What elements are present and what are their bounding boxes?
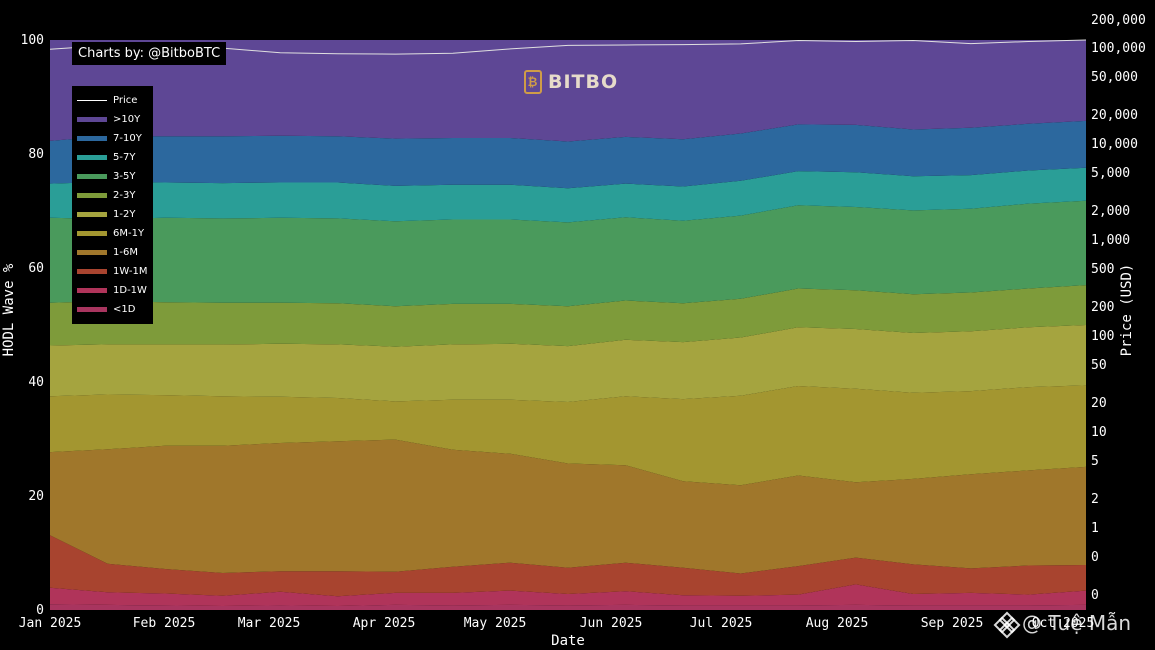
legend-item: 2-3Y	[77, 186, 135, 205]
legend-item: Price	[77, 91, 137, 110]
y2-tick-label: 1,000	[1091, 233, 1130, 248]
legend-swatch	[77, 250, 107, 255]
y2-tick-label: 500	[1091, 262, 1114, 277]
legend-item: 1W-1M	[77, 262, 147, 281]
y2-tick-label: 100	[1091, 329, 1114, 344]
y2-tick-label: 200	[1091, 300, 1114, 315]
legend-item: <1D	[77, 300, 135, 319]
y2-tick-label: 2,000	[1091, 204, 1130, 219]
y-tick-label: 0	[36, 603, 44, 618]
legend-item: 6M-1Y	[77, 224, 144, 243]
legend-swatch	[77, 155, 107, 160]
x-tick-label: Jun 2025	[580, 616, 643, 631]
bitbo-logo: ₿ BITBO	[524, 70, 618, 94]
x-tick-label: Sep 2025	[921, 616, 984, 631]
y2-tick-label: 5,000	[1091, 166, 1130, 181]
area-6M-1Y	[50, 385, 1086, 486]
legend-item: 1D-1W	[77, 281, 147, 300]
legend-swatch	[77, 307, 107, 312]
bitcoin-icon: ₿	[524, 70, 542, 94]
y2-tick-label: 50	[1091, 358, 1107, 373]
x-tick-label: Jul 2025	[690, 616, 753, 631]
legend-label: 1D-1W	[113, 285, 147, 296]
legend-swatch	[77, 136, 107, 141]
legend-swatch	[77, 269, 107, 274]
diamond-logo-icon	[993, 611, 1021, 639]
chart-credit: Charts by: @BitboBTC	[72, 42, 227, 65]
legend-label: >10Y	[113, 114, 141, 125]
x-tick-label: Feb 2025	[133, 616, 196, 631]
legend-swatch	[77, 288, 107, 293]
watermark: @ Tuệ Mẫn	[993, 611, 1132, 639]
legend-item: 5-7Y	[77, 148, 135, 167]
legend-item: 1-6M	[77, 243, 138, 262]
x-tick-label: May 2025	[464, 616, 527, 631]
y2-tick-label: 1	[1091, 521, 1099, 536]
area-7-10Y	[50, 120, 1086, 189]
area-1W-1M	[50, 535, 1086, 597]
x-axis-title: Date	[551, 633, 585, 649]
brand-name: BITBO	[548, 71, 619, 93]
y-axis-title: HODL Wave %	[1, 263, 17, 356]
chart-legend: Price >10Y 7-10Y 5-7Y 3-5Y 2-3Y 1-2Y 6M-1Y 1-6M 1…	[72, 86, 153, 324]
legend-item: >10Y	[77, 110, 140, 129]
y2-tick-label: 2	[1091, 492, 1099, 507]
y2-tick-label: 200,000	[1091, 13, 1146, 28]
area-1-6M	[50, 439, 1086, 574]
legend-item: 7-10Y	[77, 129, 142, 148]
area-3-5Y	[50, 200, 1086, 307]
y2-tick-label: 0	[1091, 550, 1099, 565]
y2-tick-label: 50,000	[1091, 70, 1138, 85]
legend-swatch	[77, 174, 107, 179]
y2-tick-label: 20	[1091, 396, 1107, 411]
x-tick-label: Mar 2025	[238, 616, 301, 631]
legend-label: 7-10Y	[113, 133, 142, 144]
legend-swatch	[77, 117, 107, 122]
x-tick-label: Oct 2025	[1032, 616, 1095, 631]
y2-tick-label: 100,000	[1091, 41, 1146, 56]
y2-tick-label: 0	[1091, 588, 1099, 603]
area-5-7Y	[50, 167, 1086, 223]
area-1-2Y	[50, 325, 1086, 402]
legend-swatch	[77, 100, 107, 101]
legend-swatch	[77, 212, 107, 217]
legend-label: 3-5Y	[113, 171, 136, 182]
x-axis-ticks: Jan 2025 Feb 2025 Mar 2025 Apr 2025 May 2025…	[19, 616, 1095, 631]
legend-item: 1-2Y	[77, 205, 135, 224]
y2-tick-label: 10	[1091, 425, 1107, 440]
legend-swatch	[77, 193, 107, 198]
y2-tick-label: 20,000	[1091, 108, 1138, 123]
area-<1D	[50, 604, 1086, 610]
legend-label: 1-6M	[113, 247, 138, 258]
legend-label: 6M-1Y	[113, 228, 145, 239]
y-tick-label: 100	[21, 33, 44, 48]
watermark-text: @ Tuệ Mẫn	[1022, 611, 1132, 635]
legend-label: 1-2Y	[113, 209, 136, 220]
y2-tick-label: 10,000	[1091, 137, 1138, 152]
x-tick-label: Jan 2025	[19, 616, 82, 631]
y-tick-label: 60	[28, 261, 44, 276]
legend-label: 1W-1M	[113, 266, 148, 277]
left-axis-ticks: 0 20 40 60 80 100	[21, 33, 44, 618]
area-1D-1W	[50, 584, 1086, 606]
x-tick-label: Aug 2025	[806, 616, 869, 631]
area->10Y	[50, 40, 1086, 142]
x-tick-label: Apr 2025	[353, 616, 416, 631]
y-tick-label: 80	[28, 147, 44, 162]
legend-label: 5-7Y	[113, 152, 136, 163]
y-tick-label: 20	[28, 489, 44, 504]
y2-tick-label: 5	[1091, 454, 1099, 469]
legend-item: 3-5Y	[77, 167, 135, 186]
legend-label: 2-3Y	[113, 190, 136, 201]
legend-swatch	[77, 231, 107, 236]
legend-label: <1D	[113, 304, 136, 315]
right-axis-ticks: 200,000 100,000 50,000 20,000 10,000 5,000 2,0…	[1091, 13, 1146, 603]
area-2-3Y	[50, 285, 1086, 347]
stacked-areas	[50, 40, 1086, 610]
legend-label: Price	[113, 95, 138, 106]
y2-axis-title: Price (USD)	[1119, 264, 1135, 357]
y-tick-label: 40	[28, 375, 44, 390]
